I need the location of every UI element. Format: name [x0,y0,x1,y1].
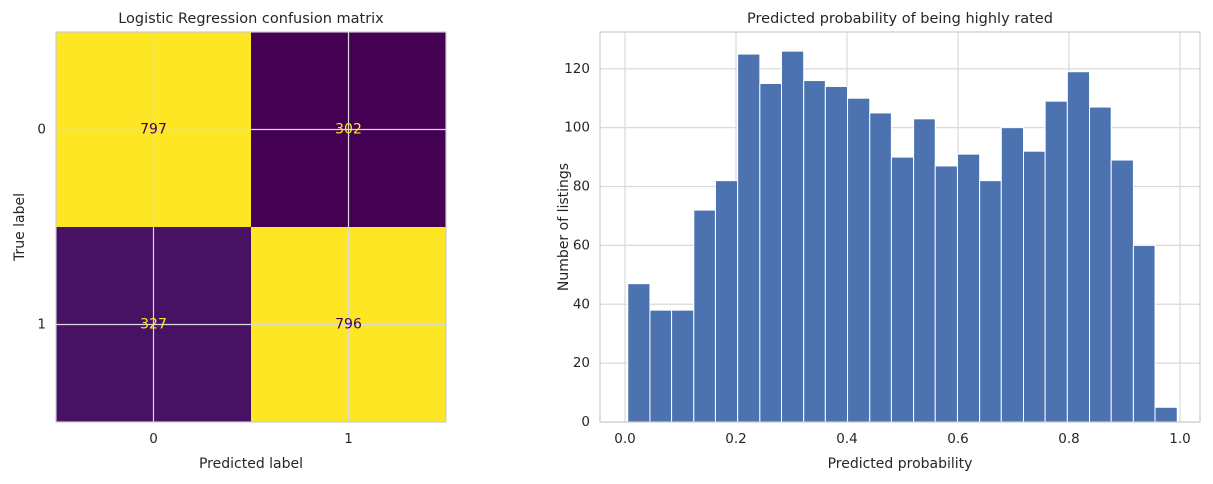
histogram-bar [1000,127,1024,423]
histogram-bar [671,309,695,423]
cell-label: 797 [140,122,167,138]
plot-border [599,31,1201,423]
histogram-bar [627,283,651,423]
histogram-bar [934,165,958,423]
histogram-bar [869,112,892,423]
histogram-bar [737,53,761,423]
plot-border [55,31,447,423]
x-tick-label: 0 [149,431,158,447]
histogram-bar [759,83,782,423]
y-tick-label: 1 [37,317,46,333]
cell-label: 796 [335,317,362,333]
histogram-bar [693,209,716,423]
x-tick-label: 0.6 [947,431,968,447]
histogram-bar [824,85,849,423]
x-tick-label: 0.2 [725,431,746,447]
histogram-bar [1110,159,1134,423]
x-tick-label: 1 [344,431,353,447]
x-axis-label: Predicted probability [828,456,973,472]
cell-label: 302 [335,122,362,138]
histogram-bar [780,50,805,423]
histogram-bar [1066,71,1091,423]
x-tick-label: 1.0 [1169,431,1190,447]
y-axis-label: True label [12,193,28,262]
x-axis-label: Predicted label [199,456,303,472]
histogram-bar [714,180,739,423]
histogram-bar [1089,106,1112,423]
histogram-bar [847,97,871,423]
histogram-bar [1022,150,1046,423]
x-tick-label: 0.4 [836,431,857,447]
y-tick-label: 60 [573,237,590,253]
histogram-bar [1044,100,1068,423]
histogram-bar [649,309,673,423]
x-tick-label: 0.8 [1058,431,1079,447]
histogram-bar [1132,244,1156,423]
y-axis-label: Number of listings [556,163,572,291]
y-tick-label: 40 [573,296,590,312]
y-tick-label: 0 [37,122,46,138]
x-tick-label: 0.0 [614,431,635,447]
histogram-bar [803,80,826,423]
y-tick-label: 20 [573,355,590,371]
chart-title: Predicted probability of being highly ra… [747,11,1053,27]
y-tick-label: 0 [581,414,590,430]
y-tick-label: 120 [564,61,590,77]
histogram-bar [956,153,981,423]
cell-label: 327 [140,317,167,333]
y-tick-label: 80 [573,179,590,195]
histogram-bar [979,180,1002,423]
histogram-bar [1154,406,1178,423]
histogram-bar [913,118,936,423]
y-tick-label: 100 [564,120,590,136]
histogram-bar [890,156,915,423]
chart-title: Logistic Regression confusion matrix [118,11,384,27]
